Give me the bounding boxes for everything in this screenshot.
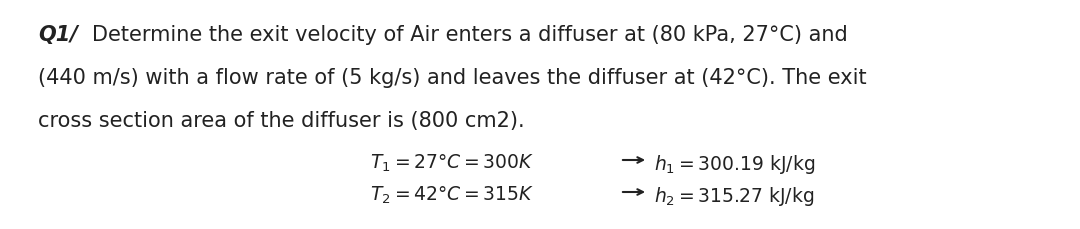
Text: $T_1 = 27°C = 300K$: $T_1 = 27°C = 300K$ bbox=[370, 153, 534, 174]
Text: $T_2 = 42°C = 315K$: $T_2 = 42°C = 315K$ bbox=[370, 185, 534, 206]
Text: cross section area of the diffuser is (800 cm2).: cross section area of the diffuser is (8… bbox=[38, 111, 525, 131]
Text: (440 m/s) with a flow rate of (5 kg/s) and leaves the diffuser at (42°C). The ex: (440 m/s) with a flow rate of (5 kg/s) a… bbox=[38, 68, 866, 88]
Text: $h_1 = 300.19\ \mathrm{kJ/kg}$: $h_1 = 300.19\ \mathrm{kJ/kg}$ bbox=[654, 153, 815, 176]
Text: Q1/: Q1/ bbox=[38, 25, 78, 45]
Text: Determine the exit velocity of Air enters a diffuser at (80 kPa, 27°C) and: Determine the exit velocity of Air enter… bbox=[92, 25, 848, 45]
Text: $h_2 = 315.27\ \mathrm{kJ/kg}$: $h_2 = 315.27\ \mathrm{kJ/kg}$ bbox=[654, 185, 814, 208]
